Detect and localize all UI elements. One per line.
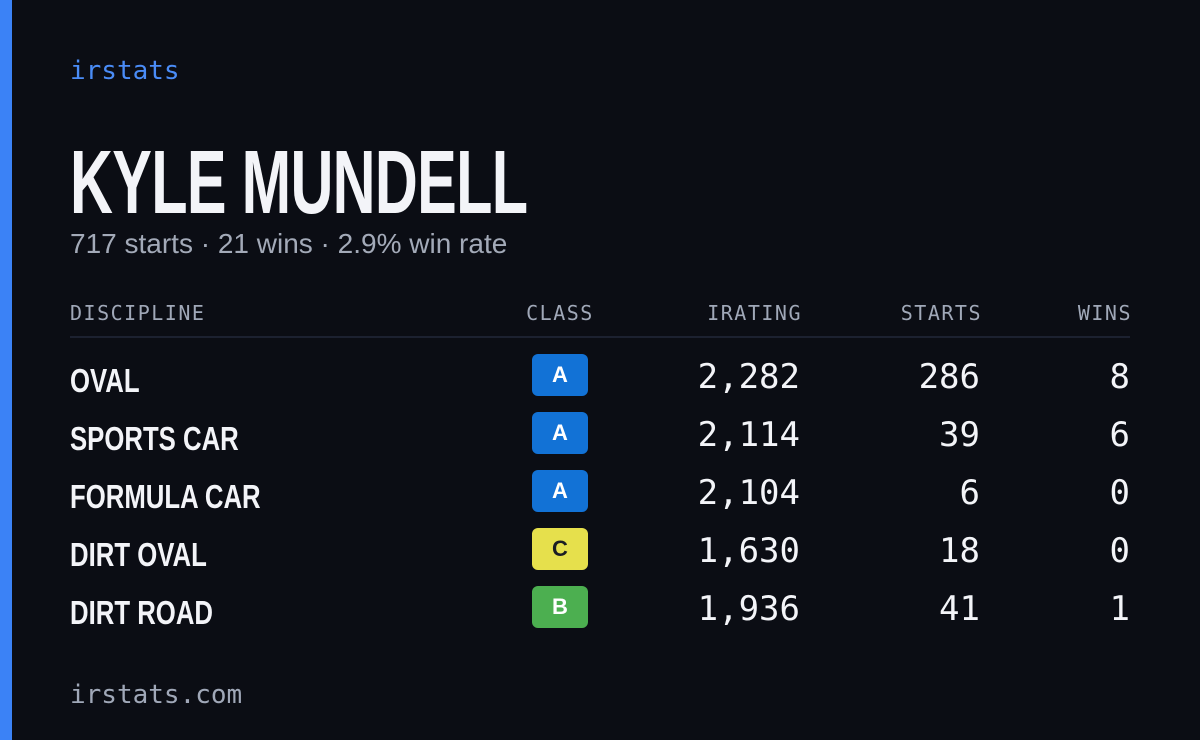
starts: 18	[939, 531, 980, 571]
driver-name: KYLE MUNDELL	[70, 133, 528, 233]
wins: 0	[1109, 531, 1130, 571]
accent-bar	[0, 0, 12, 740]
wins: 6	[1109, 415, 1130, 455]
wins: 1	[1109, 589, 1130, 629]
discipline: FORMULA CAR	[70, 478, 261, 515]
discipline: DIRT ROAD	[70, 594, 213, 631]
wins: 8	[1109, 357, 1130, 397]
discipline: OVAL	[70, 362, 140, 399]
starts: 39	[939, 415, 980, 455]
column-header: IRATING	[707, 301, 802, 325]
irating: 2,282	[697, 357, 800, 397]
class-badge: C	[532, 528, 588, 570]
class-badge: B	[532, 586, 588, 628]
brand: irstats	[70, 56, 180, 86]
irating: 2,114	[697, 415, 800, 455]
footer-url: irstats.com	[70, 680, 243, 710]
column-header: WINS	[1077, 301, 1132, 325]
column-header: CLASS	[526, 301, 594, 325]
discipline: DIRT OVAL	[70, 536, 207, 573]
starts: 286	[918, 357, 980, 397]
irating: 1,936	[697, 589, 800, 629]
wins: 0	[1109, 473, 1130, 513]
class-badge: A	[532, 354, 588, 396]
discipline: SPORTS CAR	[70, 420, 239, 457]
starts: 6	[959, 473, 980, 513]
class-badge: A	[532, 412, 588, 454]
starts: 41	[939, 589, 980, 629]
column-header: DISCIPLINE	[70, 301, 206, 325]
class-badge: A	[532, 470, 588, 512]
header-rule	[70, 336, 1130, 338]
irating: 2,104	[697, 473, 800, 513]
column-header: STARTS	[900, 301, 982, 325]
irating: 1,630	[697, 531, 800, 571]
driver-summary: 717 starts · 21 wins · 2.9% win rate	[70, 228, 508, 259]
